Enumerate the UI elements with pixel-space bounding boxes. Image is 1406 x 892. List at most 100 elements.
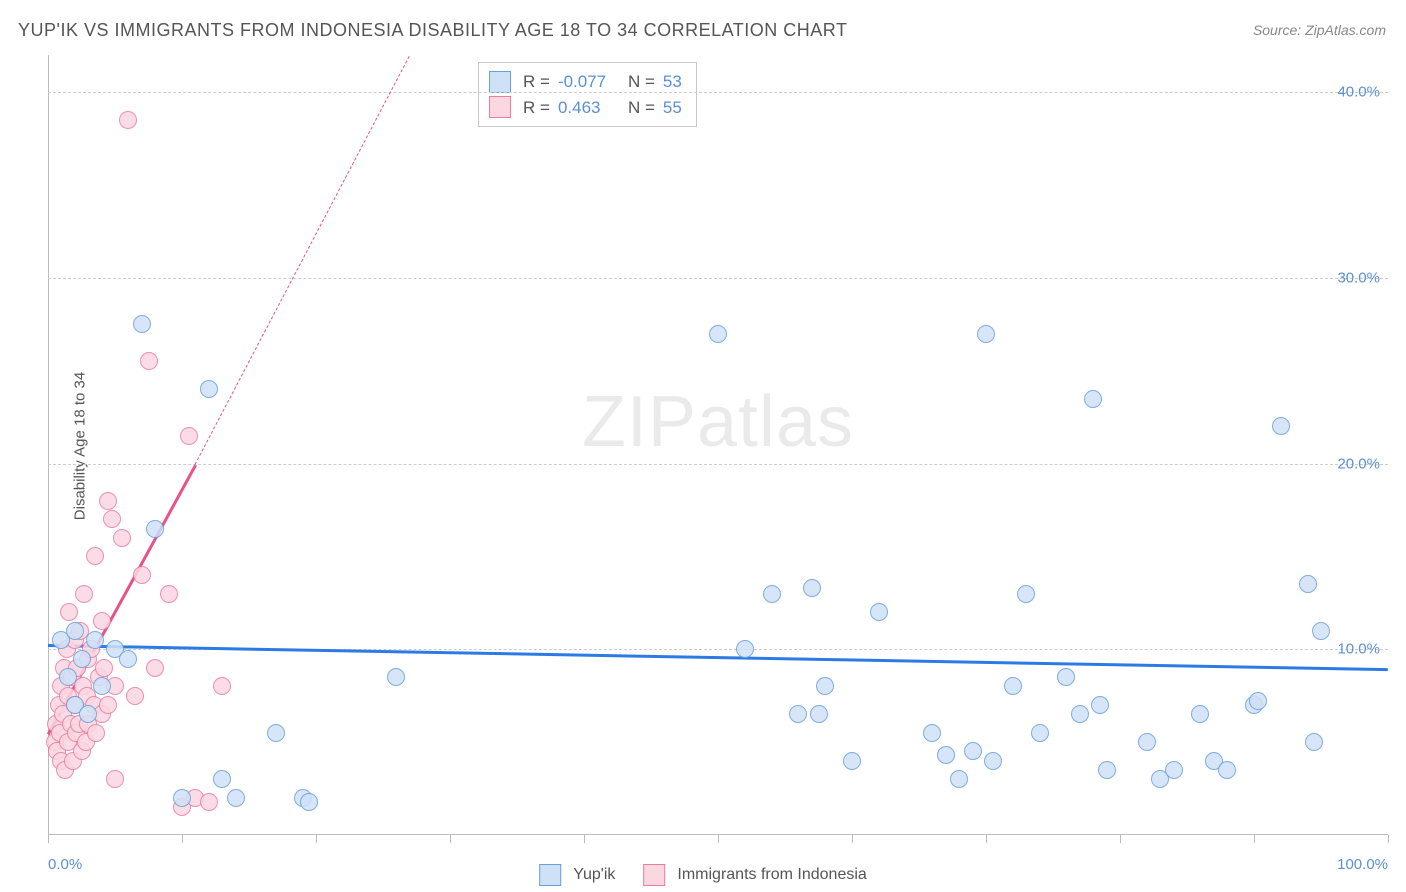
scatter-point	[709, 325, 727, 343]
x-tick	[1120, 835, 1121, 843]
scatter-point	[387, 668, 405, 686]
scatter-point	[1098, 761, 1116, 779]
x-tick	[1254, 835, 1255, 843]
swatch-series2	[643, 864, 665, 886]
scatter-point	[1312, 622, 1330, 640]
scatter-point	[1138, 733, 1156, 751]
scatter-point	[66, 622, 84, 640]
scatter-point	[93, 612, 111, 630]
gridline-h	[48, 278, 1388, 279]
x-tick	[584, 835, 585, 843]
scatter-point	[1057, 668, 1075, 686]
y-tick-label: 20.0%	[1337, 455, 1380, 472]
scatter-point	[227, 789, 245, 807]
legend-item-series1: Yup'ik	[539, 864, 615, 886]
scatter-point	[300, 793, 318, 811]
scatter-point	[736, 640, 754, 658]
x-tick	[986, 835, 987, 843]
x-tick	[48, 835, 49, 843]
scatter-point	[267, 724, 285, 742]
scatter-point	[984, 752, 1002, 770]
stats-row-series1: R = -0.077 N = 53	[489, 69, 682, 95]
scatter-point	[133, 566, 151, 584]
scatter-point	[816, 677, 834, 695]
scatter-point	[59, 668, 77, 686]
scatter-point	[93, 677, 111, 695]
x-axis-max-label: 100.0%	[1337, 856, 1388, 873]
scatter-point	[1004, 677, 1022, 695]
scatter-point	[113, 529, 131, 547]
scatter-point	[964, 742, 982, 760]
y-tick-label: 40.0%	[1337, 84, 1380, 101]
n-value-series1: 53	[663, 69, 682, 95]
x-tick	[182, 835, 183, 843]
r-label: R =	[523, 69, 550, 95]
x-tick	[1388, 835, 1389, 843]
chart-title: YUP'IK VS IMMIGRANTS FROM INDONESIA DISA…	[18, 20, 847, 41]
scatter-point	[803, 579, 821, 597]
scatter-point	[133, 315, 151, 333]
scatter-point	[146, 520, 164, 538]
scatter-point	[140, 352, 158, 370]
n-label: N =	[628, 69, 655, 95]
trendline	[48, 644, 1388, 671]
swatch-series1	[489, 71, 511, 93]
scatter-point	[213, 677, 231, 695]
scatter-point	[1084, 390, 1102, 408]
legend-label-series1: Yup'ik	[573, 866, 615, 884]
legend-item-series2: Immigrants from Indonesia	[643, 864, 866, 886]
scatter-point	[75, 585, 93, 603]
scatter-point	[763, 585, 781, 603]
source-attribution: Source: ZipAtlas.com	[1253, 22, 1386, 38]
r-value-series2: 0.463	[558, 95, 620, 121]
x-tick	[852, 835, 853, 843]
r-label: R =	[523, 95, 550, 121]
scatter-point	[1071, 705, 1089, 723]
legend: Yup'ik Immigrants from Indonesia	[539, 864, 867, 886]
scatter-point	[1305, 733, 1323, 751]
scatter-point	[103, 510, 121, 528]
scatter-point	[86, 631, 104, 649]
trendline-dashed	[195, 55, 410, 464]
scatter-point	[1249, 692, 1267, 710]
scatter-point	[99, 696, 117, 714]
scatter-point	[146, 659, 164, 677]
watermark-text: ZIPatlas	[582, 381, 854, 463]
swatch-series1	[539, 864, 561, 886]
scatter-point	[99, 492, 117, 510]
scatter-point	[160, 585, 178, 603]
scatter-point	[843, 752, 861, 770]
scatter-point	[1017, 585, 1035, 603]
scatter-point	[79, 705, 97, 723]
scatter-point	[977, 325, 995, 343]
scatter-point	[119, 111, 137, 129]
scatter-point	[173, 789, 191, 807]
x-tick	[450, 835, 451, 843]
scatter-point	[87, 724, 105, 742]
scatter-point	[1272, 417, 1290, 435]
scatter-point	[200, 380, 218, 398]
scatter-point	[126, 687, 144, 705]
scatter-point	[950, 770, 968, 788]
n-label: N =	[628, 95, 655, 121]
scatter-point	[200, 793, 218, 811]
r-value-series1: -0.077	[558, 69, 620, 95]
scatter-point	[213, 770, 231, 788]
scatter-point	[95, 659, 113, 677]
scatter-plot: ZIPatlas R = -0.077 N = 53 R = 0.463 N =…	[48, 55, 1388, 835]
legend-label-series2: Immigrants from Indonesia	[677, 866, 866, 884]
scatter-point	[1165, 761, 1183, 779]
scatter-point	[180, 427, 198, 445]
scatter-point	[1218, 761, 1236, 779]
n-value-series2: 55	[663, 95, 682, 121]
scatter-point	[870, 603, 888, 621]
scatter-point	[1091, 696, 1109, 714]
scatter-point	[86, 547, 104, 565]
scatter-point	[119, 650, 137, 668]
scatter-point	[937, 746, 955, 764]
scatter-point	[73, 650, 91, 668]
scatter-point	[923, 724, 941, 742]
scatter-point	[789, 705, 807, 723]
x-tick	[316, 835, 317, 843]
gridline-h	[48, 92, 1388, 93]
